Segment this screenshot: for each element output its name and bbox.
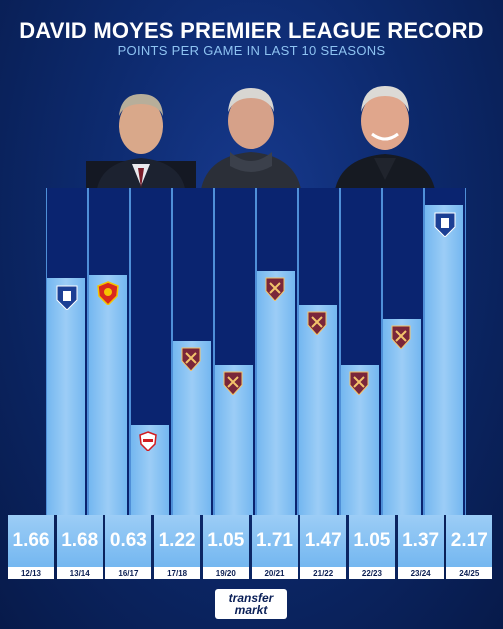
chart-subtitle: POINTS PER GAME IN LAST 10 SEASONS [117,43,386,58]
season-tick-label: 20/21 [251,567,298,579]
value-label: 1.05 [202,515,249,567]
season-tick-label: 17/18 [154,567,201,579]
west-ham-crest-icon [223,371,243,400]
logo-text-bottom: markt [234,603,268,617]
west-ham-crest-icon [349,371,369,400]
transfermarkt-logo: transfer markt [215,589,287,619]
value-label: 0.63 [105,515,152,567]
manchester-united-crest-icon [97,281,119,310]
chart-title: DAVID MOYES PREMIER LEAGUE RECORD [19,18,484,43]
west-ham-crest-icon [181,347,201,376]
value-label: 1.22 [154,515,201,567]
bar-23/24 [383,319,421,515]
bar-12/13 [47,277,85,515]
value-label: 1.68 [56,515,103,567]
bar-21/22 [299,305,337,515]
everton-crest-icon [433,211,457,242]
sunderland-crest-icon [139,431,157,456]
bar-20/21 [257,270,295,515]
season-tick-label: 19/20 [202,567,249,579]
west-ham-crest-icon [307,311,327,340]
value-label: 1.66 [8,515,54,567]
logo-text-top: transfer [228,591,274,605]
manager-photo-2 [200,88,302,196]
season-tick-label: 16/17 [105,567,152,579]
manager-photo-3 [334,86,436,196]
value-label: 2.17 [446,515,493,567]
everton-crest-icon [55,284,79,315]
manager-photo-1 [86,94,196,196]
value-label: 1.71 [251,515,298,567]
west-ham-crest-icon [265,277,285,306]
season-tick-label: 21/22 [300,567,347,579]
bar-24/25 [425,205,463,515]
value-label: 1.05 [348,515,395,567]
season-tick-label: 22/23 [348,567,395,579]
season-tick-label: 13/14 [56,567,103,579]
season-tick-label: 12/13 [8,567,54,579]
bar-13/14 [89,275,127,515]
west-ham-crest-icon [391,325,411,354]
season-tick-label: 23/24 [397,567,444,579]
season-tick-label: 24/25 [446,567,493,579]
value-label: 1.37 [397,515,444,567]
value-label: 1.47 [300,515,347,567]
